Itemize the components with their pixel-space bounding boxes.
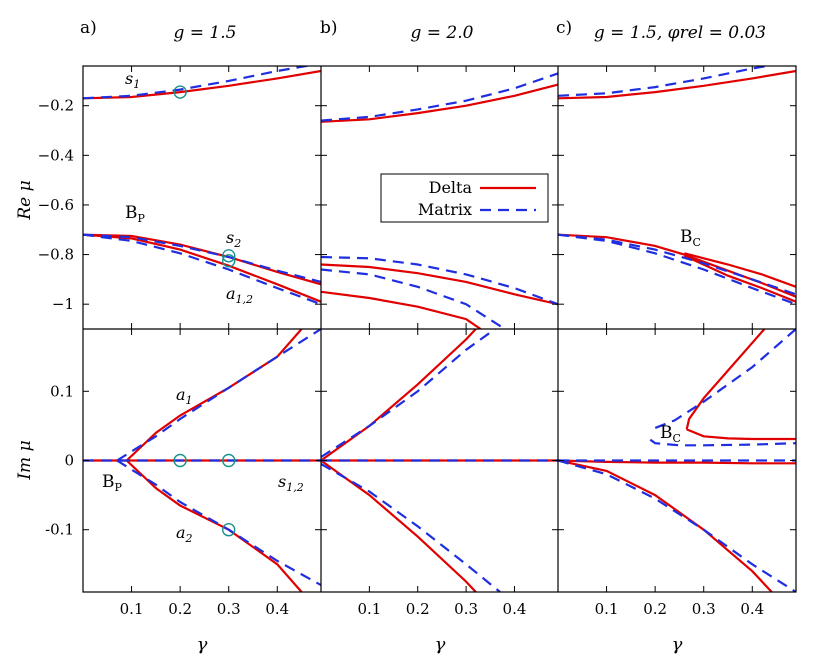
series-delta-c-top-0	[558, 69, 796, 100]
series-delta-a-bottom-2	[125, 459, 303, 592]
x-tick-label-a-bottom-3: 0.4	[265, 600, 289, 618]
y-tick-label-a-top-2: −0.6	[38, 196, 74, 214]
series-matrix-a-bottom-1	[116, 329, 321, 462]
marker-a-bottom-0	[173, 453, 187, 468]
xlabel-c: γ	[672, 634, 683, 655]
marker-a-top-0	[173, 85, 187, 99]
annotation-a1: a1	[176, 385, 193, 407]
x-tick-label-c-bottom-3: 0.4	[740, 600, 764, 618]
series-delta-b-top-2	[321, 290, 482, 329]
series-matrix-a-top-1	[83, 233, 321, 283]
series-delta-c-top-4	[683, 254, 796, 303]
panel-b-label: b)	[320, 18, 338, 38]
annotation-bc-bottom: BC	[660, 423, 681, 445]
legend-delta-label: Delta	[429, 178, 473, 197]
x-tick-label-a-bottom-1: 0.2	[168, 600, 192, 618]
series-delta-a-top-2	[83, 233, 321, 303]
xlabel-a: γ	[197, 634, 208, 655]
series-matrix-a-bottom-2	[116, 459, 321, 587]
series-delta-a-bottom-1	[125, 329, 303, 462]
series-matrix-b-top-1	[321, 255, 558, 306]
annotation-bp-top: BP	[125, 203, 146, 225]
series-delta-b-bottom-2	[321, 459, 477, 592]
x-tick-label-c-bottom-0: 0.1	[595, 600, 619, 618]
panel-a-label: a)	[80, 18, 97, 38]
panel-a-top	[83, 66, 321, 306]
series-matrix-c-top-2	[558, 233, 796, 306]
panel-b-title: g = 2.0	[411, 23, 474, 43]
top-ylabel: Re μ	[15, 180, 35, 220]
marker-a-top-1	[222, 249, 236, 263]
annotation-s1-text: s	[125, 69, 133, 88]
series-matrix-c-top-1	[558, 233, 796, 296]
series-matrix-b-bottom-1	[321, 329, 496, 458]
annotation-bp-bottom: BP	[102, 472, 123, 494]
panel-a-bottom	[83, 329, 321, 592]
xlabel-b: γ	[435, 634, 446, 655]
series-matrix-c-bottom-3	[649, 438, 796, 447]
annotation-s12: s1,2	[278, 472, 304, 494]
marker-a-bottom-2	[222, 523, 236, 537]
series-matrix-b-top-0	[321, 72, 558, 122]
x-tick-label-b-bottom-2: 0.3	[454, 600, 478, 618]
x-tick-label-b-bottom-1: 0.2	[406, 600, 430, 618]
annotation-s2: s2	[226, 228, 241, 250]
series-delta-a-top-0	[83, 69, 321, 100]
x-tick-label-a-bottom-0: 0.1	[120, 600, 144, 618]
panel-b-top	[321, 72, 558, 329]
series-delta-a-top-1	[83, 233, 321, 286]
series-delta-c-bottom-2	[685, 329, 766, 430]
y-tick-label-a-top-1: −0.4	[38, 146, 74, 164]
x-tick-label-a-bottom-2: 0.3	[217, 600, 241, 618]
series-delta-c-bottom-1	[558, 459, 773, 592]
annotation-bc-top: BC	[680, 227, 701, 249]
y-tick-label-a-bottom-0: 0.1	[50, 382, 74, 400]
series-delta-c-top-2	[684, 252, 796, 288]
x-tick-label-c-bottom-1: 0.2	[643, 600, 667, 618]
y-tick-label-a-top-4: −1	[52, 295, 74, 313]
series-delta-b-top-1	[321, 263, 558, 306]
annotation-a2: a2	[176, 523, 193, 545]
panel-b-bottom	[321, 329, 558, 592]
panel-a-title: g = 1.5	[174, 23, 237, 43]
bottom-ylabel: Im μ	[15, 440, 35, 480]
series-delta-c-top-3	[683, 253, 796, 298]
series-delta-c-bottom-3	[686, 428, 796, 441]
marker-a-top-2	[222, 254, 236, 268]
panel-c-top	[558, 66, 796, 306]
series-matrix-b-top-2	[321, 268, 506, 329]
legend-box	[380, 173, 549, 223]
ticks: −0.2 −0.4 −0.6 −0.8 −1 0.1 0.2 0.3 0.4 0.1 0 -0.1 0.…	[38, 66, 796, 618]
annotation-a12: a1,2	[226, 284, 253, 306]
series-delta-c-bottom-0	[558, 459, 796, 465]
panel-c-label: c)	[556, 18, 572, 38]
series-delta-b-top-0	[321, 83, 558, 123]
panel-c-title: g = 1.5, φrel = 0.03	[594, 23, 766, 43]
panel-c-bottom	[558, 329, 796, 592]
series-matrix-b-bottom-2	[321, 463, 501, 592]
series-matrix-a-top-2	[83, 233, 321, 306]
y-tick-label-a-top-0: −0.2	[38, 97, 74, 115]
x-tick-label-b-bottom-0: 0.1	[357, 600, 381, 618]
series-delta-c-top-1	[558, 233, 685, 256]
series-matrix-c-bottom-1	[558, 459, 796, 592]
plot-area	[83, 66, 796, 592]
legend: Delta Matrix	[380, 173, 549, 223]
legend-matrix-label: Matrix	[418, 200, 472, 219]
annotation-s1: s1	[125, 69, 140, 91]
x-tick-label-c-bottom-2: 0.3	[692, 600, 716, 618]
series-matrix-c-top-0	[558, 66, 774, 97]
y-tick-label-a-bottom-2: -0.1	[45, 521, 74, 539]
marker-a-bottom-1	[222, 453, 236, 468]
y-tick-label-a-bottom-1: 0	[64, 452, 74, 470]
series-matrix-c-bottom-2	[649, 329, 796, 434]
y-tick-label-a-top-3: −0.8	[38, 246, 74, 264]
series-matrix-a-top-0	[83, 66, 313, 100]
x-tick-label-b-bottom-3: 0.4	[503, 600, 527, 618]
